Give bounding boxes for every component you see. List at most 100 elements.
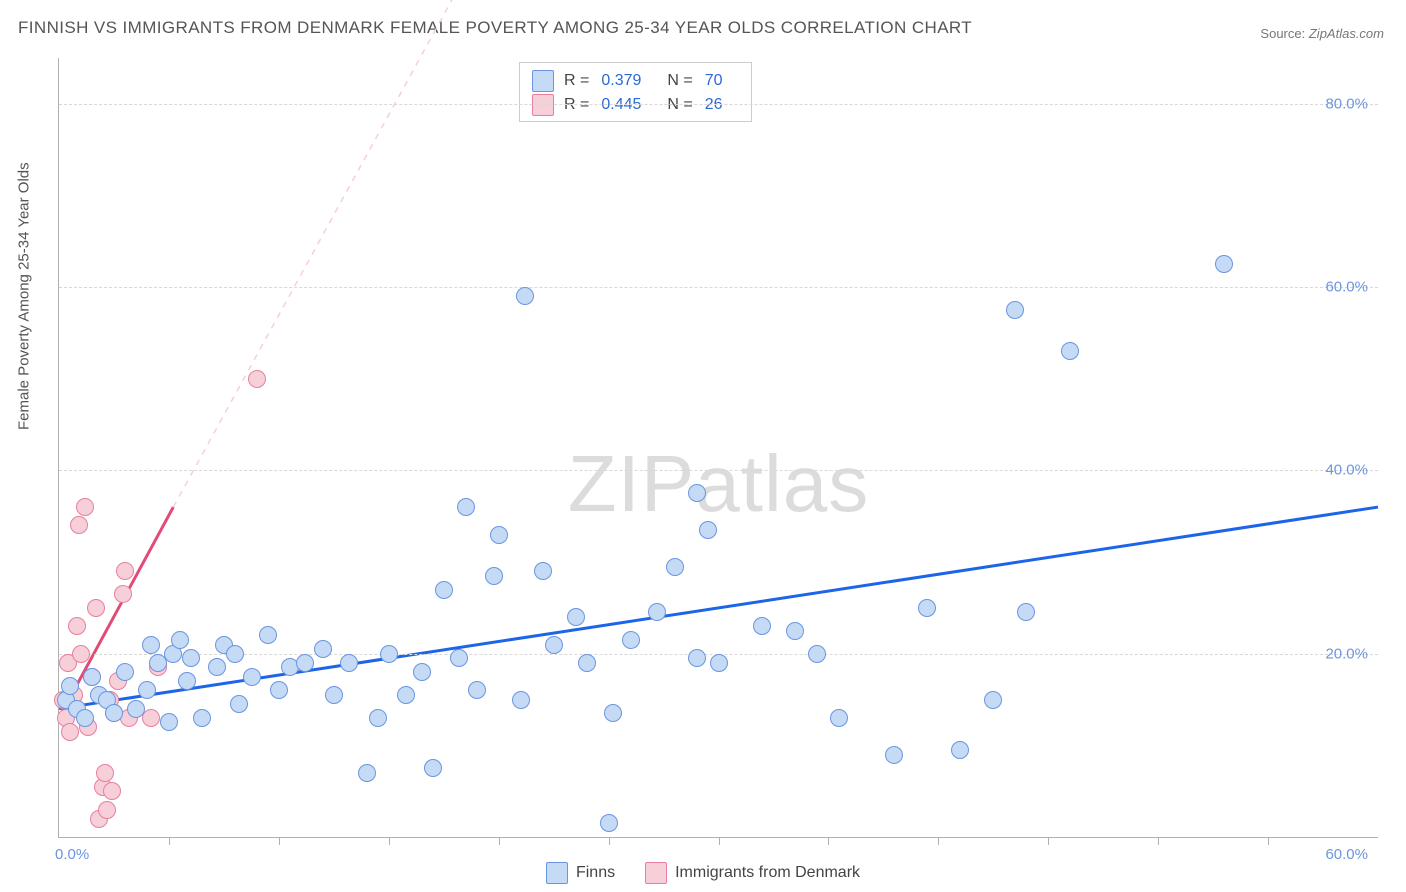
data-point-finns: [380, 645, 398, 663]
data-point-finns: [485, 567, 503, 585]
data-point-finns: [230, 695, 248, 713]
legend-N-denmark: 26: [705, 93, 723, 117]
plot-area: ZIPatlas R = 0.379 N = 70 R = 0.445 N = …: [58, 58, 1378, 838]
data-point-denmark: [142, 709, 160, 727]
data-point-finns: [600, 814, 618, 832]
data-point-finns: [138, 681, 156, 699]
data-point-finns: [567, 608, 585, 626]
legend-swatch-finns: [546, 862, 568, 884]
x-tick: [1048, 837, 1049, 845]
data-point-finns: [604, 704, 622, 722]
data-point-finns: [296, 654, 314, 672]
data-point-finns: [424, 759, 442, 777]
data-point-finns: [142, 636, 160, 654]
chart-title: FINNISH VS IMMIGRANTS FROM DENMARK FEMAL…: [18, 18, 972, 38]
data-point-finns: [786, 622, 804, 640]
x-tick: [1158, 837, 1159, 845]
data-point-finns: [648, 603, 666, 621]
legend-N-finns: 70: [705, 69, 723, 93]
data-point-denmark: [72, 645, 90, 663]
legend-stats-row-denmark: R = 0.445 N = 26: [532, 93, 739, 117]
x-tick: [609, 837, 610, 845]
data-point-finns: [369, 709, 387, 727]
data-point-denmark: [87, 599, 105, 617]
data-point-finns: [314, 640, 332, 658]
data-point-finns: [193, 709, 211, 727]
data-point-finns: [490, 526, 508, 544]
legend-swatch-finns: [532, 70, 554, 92]
y-axis-title: Female Poverty Among 25-34 Year Olds: [16, 162, 33, 430]
x-tick: [828, 837, 829, 845]
legend-R-denmark: 0.445: [601, 93, 641, 117]
data-point-finns: [127, 700, 145, 718]
y-tick-label: 80.0%: [1325, 95, 1368, 112]
legend-item-finns: Finns: [546, 862, 615, 884]
data-point-denmark: [116, 562, 134, 580]
trend-lines-layer: [59, 58, 1378, 837]
data-point-finns: [160, 713, 178, 731]
x-tick: [938, 837, 939, 845]
data-point-finns: [457, 498, 475, 516]
data-point-finns: [1061, 342, 1079, 360]
data-point-finns: [61, 677, 79, 695]
data-point-finns: [534, 562, 552, 580]
data-point-denmark: [76, 498, 94, 516]
x-axis-min-label: 0.0%: [55, 846, 89, 863]
data-point-finns: [259, 626, 277, 644]
data-point-finns: [516, 287, 534, 305]
legend-N-label: N =: [667, 93, 692, 117]
x-tick: [279, 837, 280, 845]
data-point-finns: [984, 691, 1002, 709]
gridline-h: [59, 287, 1378, 288]
x-tick: [1268, 837, 1269, 845]
data-point-finns: [1017, 603, 1035, 621]
data-point-finns: [105, 704, 123, 722]
data-point-finns: [182, 649, 200, 667]
data-point-finns: [918, 599, 936, 617]
legend-series: Finns Immigrants from Denmark: [0, 862, 1406, 884]
data-point-denmark: [96, 764, 114, 782]
data-point-finns: [830, 709, 848, 727]
data-point-finns: [753, 617, 771, 635]
legend-N-label: N =: [667, 69, 692, 93]
legend-label-denmark: Immigrants from Denmark: [675, 864, 860, 882]
data-point-finns: [545, 636, 563, 654]
data-point-finns: [1006, 301, 1024, 319]
gridline-h: [59, 470, 1378, 471]
legend-R-finns: 0.379: [601, 69, 641, 93]
data-point-denmark: [61, 723, 79, 741]
data-point-finns: [622, 631, 640, 649]
data-point-finns: [688, 484, 706, 502]
legend-swatch-denmark: [532, 94, 554, 116]
source-value: ZipAtlas.com: [1309, 26, 1384, 41]
x-tick: [169, 837, 170, 845]
data-point-finns: [270, 681, 288, 699]
data-point-finns: [808, 645, 826, 663]
x-axis-max-label: 60.0%: [1325, 846, 1368, 863]
data-point-finns: [1215, 255, 1233, 273]
y-tick-label: 60.0%: [1325, 279, 1368, 296]
data-point-finns: [413, 663, 431, 681]
data-point-finns: [358, 764, 376, 782]
x-tick: [719, 837, 720, 845]
data-point-finns: [83, 668, 101, 686]
gridline-h: [59, 104, 1378, 105]
data-point-finns: [171, 631, 189, 649]
data-point-finns: [450, 649, 468, 667]
data-point-finns: [512, 691, 530, 709]
data-point-denmark: [98, 801, 116, 819]
data-point-finns: [578, 654, 596, 672]
x-tick: [389, 837, 390, 845]
legend-item-denmark: Immigrants from Denmark: [645, 862, 860, 884]
data-point-finns: [340, 654, 358, 672]
data-point-denmark: [248, 370, 266, 388]
data-point-finns: [699, 521, 717, 539]
y-tick-label: 40.0%: [1325, 462, 1368, 479]
trend-line: [173, 0, 520, 507]
source-attribution: Source: ZipAtlas.com: [1260, 26, 1384, 41]
legend-stats-row-finns: R = 0.379 N = 70: [532, 69, 739, 93]
data-point-finns: [226, 645, 244, 663]
data-point-finns: [710, 654, 728, 672]
data-point-finns: [208, 658, 226, 676]
data-point-denmark: [103, 782, 121, 800]
